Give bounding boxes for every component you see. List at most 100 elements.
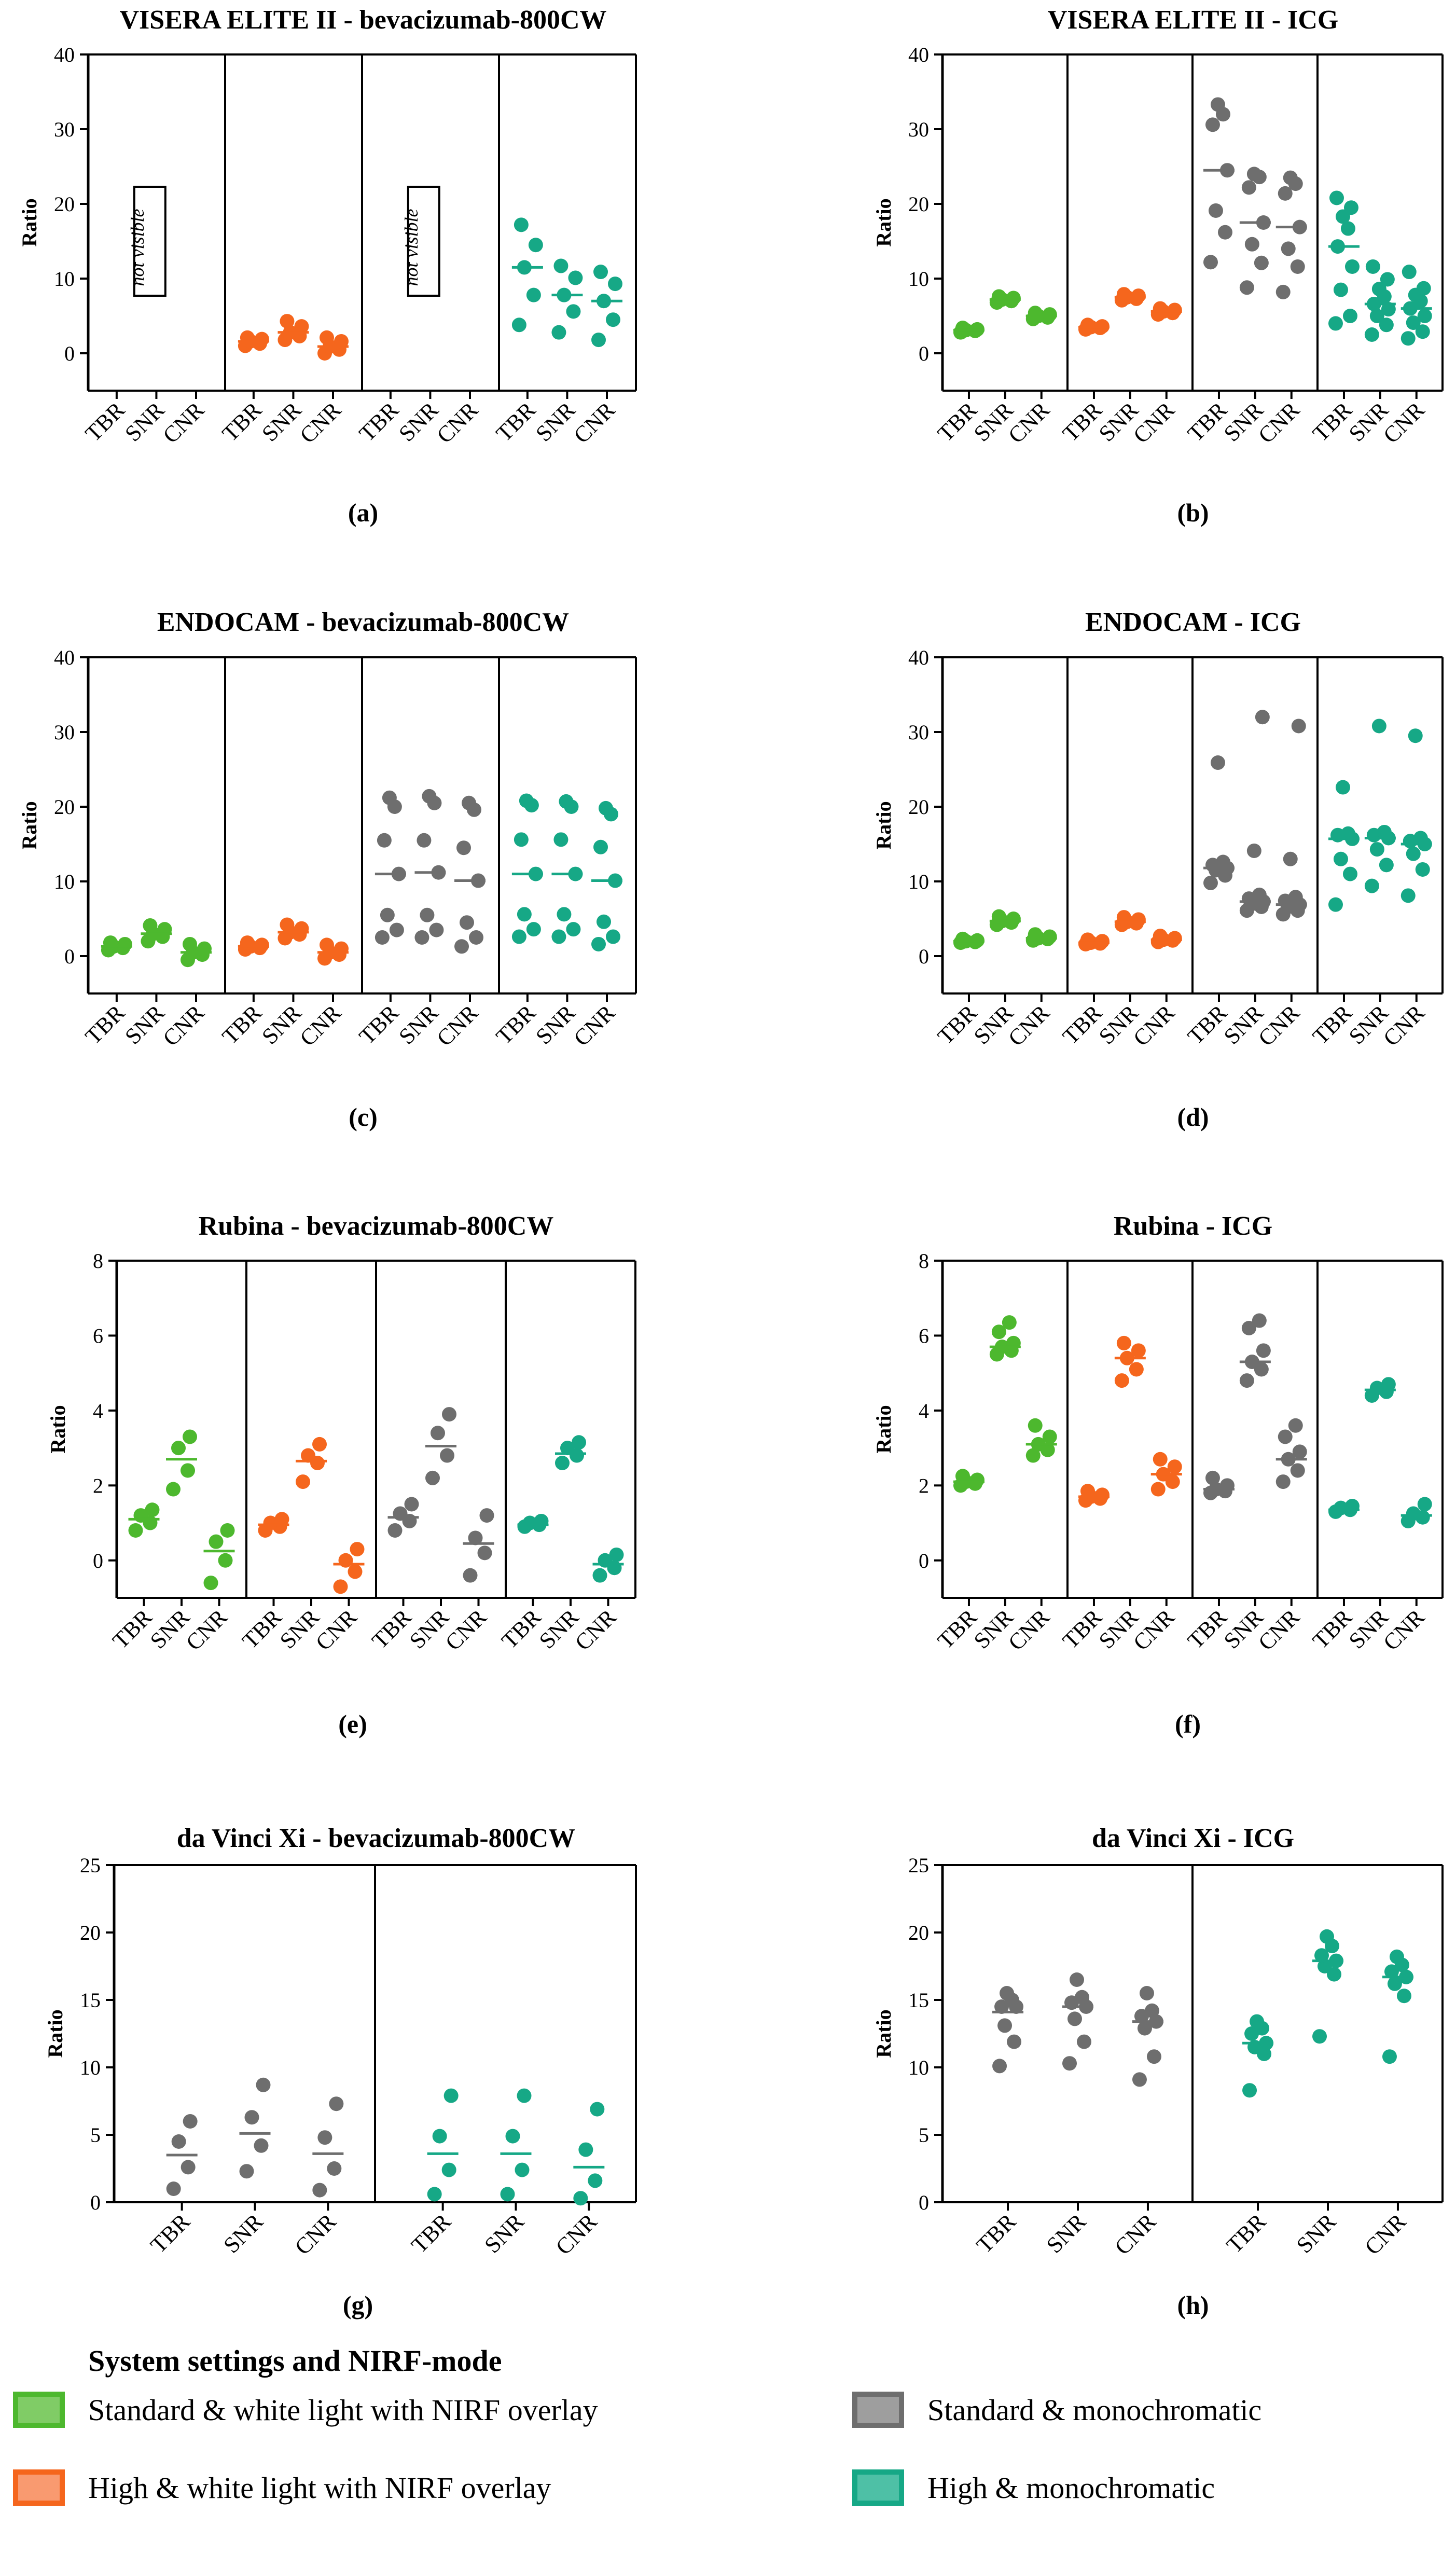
data-point (1002, 1315, 1017, 1330)
data-point (551, 325, 566, 340)
data-point (500, 2187, 515, 2202)
data-point (460, 915, 474, 930)
x-tick-label: TBR (80, 397, 130, 447)
data-point (1075, 1990, 1089, 2005)
data-point (454, 939, 469, 954)
data-point (181, 2160, 196, 2175)
chart-panel-g: da Vinci Xi - bevacizumab-800CW 0 5 10 15 20 2… (44, 1824, 637, 2320)
y-tick-label: 30 (908, 721, 929, 744)
data-point (1328, 316, 1343, 331)
data-point (1153, 301, 1168, 316)
y-tick-label: 0 (919, 342, 929, 365)
data-point (1025, 1448, 1041, 1463)
data-point (254, 332, 269, 347)
data-point (597, 914, 611, 929)
y-tick-label: 10 (908, 2056, 929, 2079)
x-tick-label: TBR (354, 397, 404, 447)
data-point (560, 1441, 575, 1456)
y-tick-label: 0 (919, 1549, 929, 1572)
data-point (317, 2130, 332, 2145)
data-point (991, 289, 1006, 304)
x-tick-label: TBR (1222, 2208, 1271, 2258)
data-point (377, 833, 392, 848)
data-point (1028, 306, 1043, 321)
data-point (1389, 1949, 1404, 1964)
y-tick-label: 10 (908, 870, 929, 893)
data-point (171, 1441, 186, 1456)
data-point (1241, 1321, 1256, 1335)
data-point (1256, 1343, 1271, 1358)
data-point (553, 832, 568, 847)
data-point (1380, 272, 1395, 287)
data-point (955, 931, 970, 946)
data-point (1167, 931, 1182, 946)
not-visible-note: not visible (401, 209, 422, 286)
x-tick-label: SNR (218, 2208, 268, 2258)
data-point (327, 2161, 342, 2176)
data-point (1246, 843, 1261, 858)
legend: System settings and NIRF-mode Standard & … (13, 2344, 1261, 2506)
data-point (1371, 282, 1386, 297)
data-point (333, 1579, 348, 1594)
x-tick-label: CNR (1128, 397, 1180, 448)
x-tick-label: CNR (432, 397, 483, 448)
data-point (1406, 1506, 1421, 1521)
data-point (1320, 1929, 1334, 1944)
data-point (1369, 1380, 1384, 1396)
chart-title: Rubina - bevacizumab-800CW (199, 1211, 554, 1241)
y-tick-label: 6 (93, 1324, 103, 1347)
data-point (329, 2096, 344, 2111)
data-point (393, 1506, 408, 1521)
x-tick-label: CNR (1253, 1604, 1305, 1655)
data-point (143, 918, 158, 933)
data-point (1365, 259, 1380, 274)
data-point (1283, 851, 1298, 866)
data-point (992, 2059, 1007, 2074)
data-point (469, 930, 483, 945)
x-tick-label: CNR (570, 1604, 621, 1655)
x-tick-label: CNR (1378, 1604, 1430, 1655)
data-point (103, 935, 118, 950)
data-point (338, 1553, 353, 1568)
x-tick-label: TBR (80, 1000, 130, 1050)
chart-panel-h: da Vinci Xi - ICG 0 5 10 15 20 25 Ratio TBR SNR CN… (872, 1824, 1444, 2320)
data-point (280, 314, 295, 329)
data-point (1384, 1964, 1399, 1979)
x-tick-label: TBR (1183, 1604, 1232, 1654)
data-point (280, 917, 295, 932)
data-point (1281, 241, 1296, 256)
data-point (1070, 1972, 1084, 1987)
x-tick-label: TBR (367, 1604, 417, 1654)
data-point (296, 1474, 310, 1489)
x-tick-label: SNR (531, 1000, 580, 1050)
data-point (254, 937, 269, 952)
data-point (551, 929, 566, 944)
data-point (404, 1497, 419, 1512)
data-point (128, 1523, 143, 1538)
x-tick-label: SNR (120, 1000, 170, 1050)
data-point (1028, 1418, 1043, 1433)
chart-title: ENDOCAM - ICG (1085, 608, 1301, 637)
data-point (1369, 842, 1384, 857)
y-tick-label: 20 (54, 795, 75, 819)
x-tick-label: CNR (1003, 397, 1055, 448)
data-point (183, 2114, 198, 2129)
x-tick-label: CNR (551, 2208, 602, 2260)
y-tick-label: 4 (919, 1399, 929, 1423)
x-tick-label: CNR (158, 397, 209, 448)
data-point (1408, 728, 1423, 743)
data-point (511, 317, 526, 333)
data-point (1028, 927, 1043, 942)
data-point (463, 1568, 478, 1583)
y-tick-label: 4 (93, 1399, 103, 1423)
data-point (427, 2187, 442, 2202)
data-point (1335, 780, 1350, 795)
data-point (1371, 719, 1386, 734)
x-tick-label: CNR (568, 397, 620, 448)
data-point (117, 936, 132, 951)
y-tick-label: 8 (93, 1249, 103, 1273)
x-tick-label: SNR (1344, 1604, 1394, 1654)
data-point (1382, 2049, 1397, 2064)
x-tick-label: SNR (275, 1604, 325, 1654)
data-point (566, 922, 581, 937)
